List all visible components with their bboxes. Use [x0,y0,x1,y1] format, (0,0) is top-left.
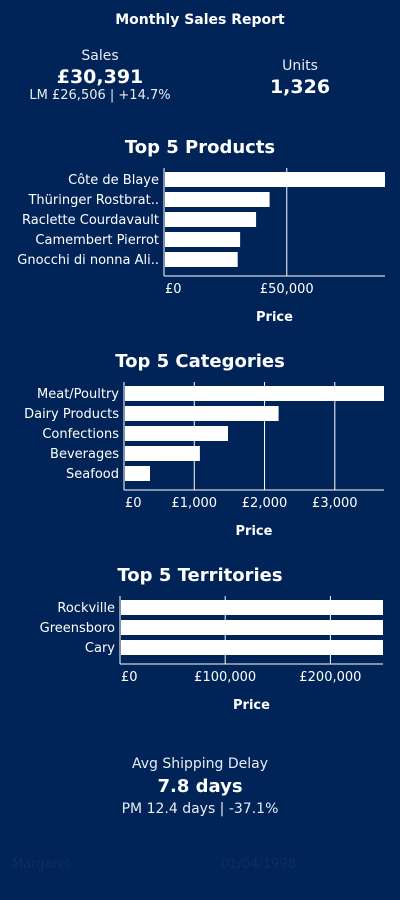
shipping-delay-kpi: Avg Shipping Delay 7.8 days PM 12.4 days… [0,756,400,817]
category-tick-label: £1,000 [172,496,218,511]
units-label: Units [282,58,318,74]
category-tick-label: £0 [125,496,142,511]
categories-chart-title: Top 5 Categories [115,351,285,372]
territory-bar [121,600,383,615]
report-title: Monthly Sales Report [115,12,285,28]
category-bar [125,426,228,441]
territory-label: Rockville [57,601,115,616]
product-axis-title: Price [256,310,293,325]
product-bar [165,172,385,187]
category-label: Seafood [66,467,119,482]
territory-tick-label: £200,000 [299,670,361,685]
footer-employee-name: Margaret [12,857,71,872]
category-label: Meat/Poultry [37,387,119,402]
territory-label: Greensboro [40,621,115,636]
sales-kpi: Sales £30,391 LM £26,506 | +14.7% [0,48,200,103]
category-axis-title: Price [236,524,273,539]
product-tick-label: £50,000 [260,282,314,297]
sales-comparison: LM £26,506 | +14.7% [29,88,171,103]
territories-chart-title: Top 5 Territories [117,565,283,586]
category-label: Dairy Products [24,407,119,422]
territory-bar [121,640,383,655]
territory-label: Cary [85,641,115,656]
territory-axis-title: Price [233,698,270,713]
category-bar [125,446,200,461]
shipping-delay-comparison: PM 12.4 days | -37.1% [121,801,279,817]
shipping-delay-value: 7.8 days [157,776,243,797]
category-bar [125,386,384,401]
product-tick-label: £0 [165,282,182,297]
units-kpi: Units 1,326 [200,58,400,98]
product-label: Thüringer Rostbrat.. [27,193,159,208]
product-label: Camembert Pierrot [35,233,159,248]
category-tick-label: £2,000 [242,496,288,511]
products-chart-title: Top 5 Products [124,137,276,158]
product-bar [165,192,270,207]
territory-tick-label: £100,000 [194,670,256,685]
footer-date: 01/04/1998 [221,857,296,872]
territory-tick-label: £0 [121,670,138,685]
product-label: Raclette Courdavault [22,213,159,228]
category-bar [125,406,279,421]
territory-bar [121,620,383,635]
product-bar [165,212,257,227]
category-bar [125,466,150,481]
product-label: Gnocchi di nonna Ali.. [17,253,159,268]
product-bar [165,232,241,247]
sales-label: Sales [81,48,119,64]
product-bar [165,252,238,267]
category-label: Confections [42,427,119,442]
product-label: Côte de Blaye [68,173,159,188]
category-label: Beverages [50,447,119,462]
category-tick-label: £3,000 [312,496,358,511]
sales-value: £30,391 [56,66,144,88]
units-value: 1,326 [269,76,331,98]
shipping-delay-label: Avg Shipping Delay [131,756,269,772]
